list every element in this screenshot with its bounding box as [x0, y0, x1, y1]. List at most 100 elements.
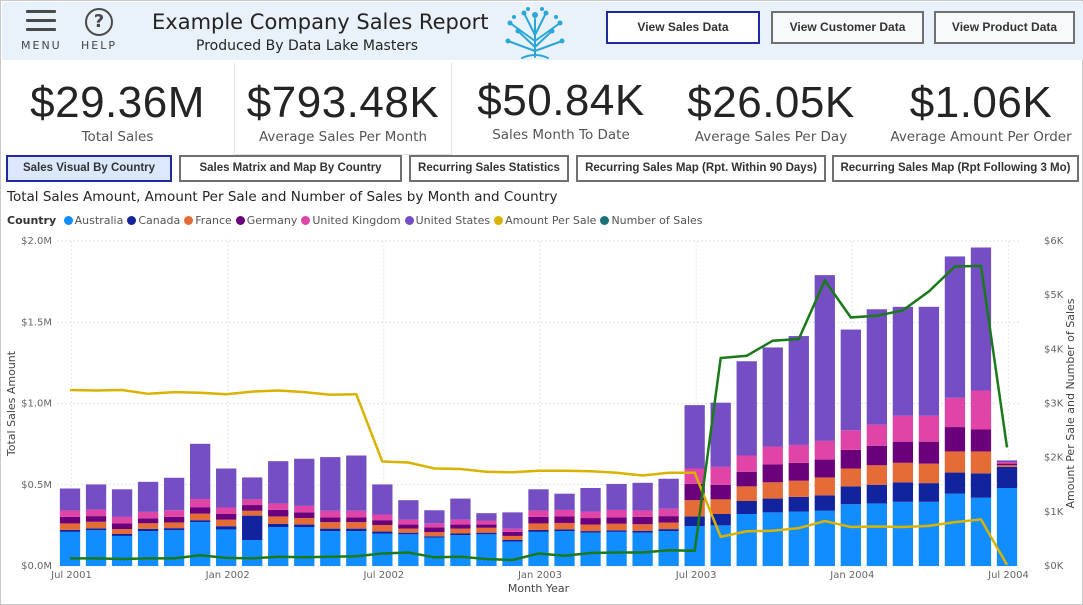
bar-segment[interactable] [372, 484, 393, 515]
bar-segment[interactable] [736, 361, 757, 456]
bar-segment[interactable] [85, 516, 107, 522]
bar-segment[interactable] [111, 516, 133, 524]
bar-segment[interactable] [268, 509, 289, 517]
bar-segment[interactable] [996, 465, 1018, 467]
hamburger-menu-icon[interactable] [26, 10, 56, 36]
tab-recurring-sales-map-3-months[interactable]: Recurring Sales Map (Rpt Following 3 Mo) [832, 155, 1079, 182]
bar-segment[interactable] [710, 484, 731, 500]
bar-segment[interactable] [424, 510, 445, 524]
bar-segment[interactable] [944, 451, 966, 473]
bar-segment[interactable] [294, 512, 315, 519]
legend-item[interactable]: United Kingdom [301, 214, 401, 227]
bar-segment[interactable] [189, 520, 211, 523]
bar-segment[interactable] [632, 482, 653, 511]
bar-segment[interactable] [450, 519, 471, 525]
view-product-data-button[interactable]: View Product Data [934, 11, 1075, 44]
bar-segment[interactable] [85, 484, 107, 510]
bar-segment[interactable] [320, 457, 341, 511]
bar-segment[interactable] [996, 463, 1018, 466]
bar-segment[interactable] [424, 536, 445, 538]
bar-segment[interactable] [242, 540, 263, 566]
bar-segment[interactable] [658, 516, 679, 523]
bar-segment[interactable] [788, 511, 809, 566]
bar-segment[interactable] [294, 527, 315, 566]
bar-segment[interactable] [710, 402, 731, 467]
bar-segment[interactable] [137, 523, 159, 529]
series-line[interactable] [69, 388, 1009, 566]
bar-segment[interactable] [294, 458, 315, 506]
bar-segment[interactable] [892, 306, 914, 416]
bar-segment[interactable] [840, 449, 861, 469]
bar-segment[interactable] [268, 527, 289, 566]
bar-segment[interactable] [658, 531, 679, 566]
bar-segment[interactable] [294, 524, 315, 527]
bar-segment[interactable] [840, 430, 861, 450]
bar-segment[interactable] [632, 516, 653, 525]
legend-item[interactable]: Amount Per Sale [494, 214, 596, 227]
bar-segment[interactable] [892, 462, 914, 483]
bar-segment[interactable] [450, 535, 471, 566]
bar-segment[interactable] [814, 510, 835, 566]
tab-recurring-sales-map-90-days[interactable]: Recurring Sales Map (Rpt. Within 90 Days… [576, 155, 826, 182]
menu-label[interactable]: MENU [21, 39, 62, 52]
bar-segment[interactable] [606, 483, 627, 510]
bar-segment[interactable] [346, 455, 367, 511]
bar-segment[interactable] [137, 518, 159, 524]
bar-segment[interactable] [346, 531, 367, 566]
bar-segment[interactable] [736, 501, 757, 514]
bar-segment[interactable] [866, 484, 888, 504]
legend-item[interactable]: United States [404, 214, 490, 227]
bar-segment[interactable] [216, 519, 237, 527]
bar-segment[interactable] [788, 444, 809, 463]
bar-segment[interactable] [137, 481, 159, 512]
bar-segment[interactable] [320, 522, 341, 529]
bar-segment[interactable] [320, 531, 341, 566]
bar-segment[interactable] [606, 517, 627, 524]
bar-segment[interactable] [788, 496, 809, 512]
bar-segment[interactable] [111, 489, 133, 517]
bar-segment[interactable] [111, 533, 133, 536]
bar-segment[interactable] [736, 486, 757, 501]
bar-segment[interactable] [372, 520, 393, 526]
bar-segment[interactable] [216, 526, 237, 530]
bar-segment[interactable] [294, 518, 315, 525]
bar-segment[interactable] [242, 499, 263, 506]
bar-segment[interactable] [762, 482, 783, 499]
bar-segment[interactable] [814, 440, 835, 460]
view-customer-data-button[interactable]: View Customer Data [771, 11, 924, 44]
bar-segment[interactable] [111, 535, 133, 566]
bar-segment[interactable] [866, 465, 888, 485]
bar-segment[interactable] [320, 510, 341, 518]
tab-recurring-sales-statistics[interactable]: Recurring Sales Statistics [409, 155, 569, 182]
bar-segment[interactable] [710, 499, 731, 514]
bar-segment[interactable] [658, 478, 679, 509]
bar-segment[interactable] [163, 477, 185, 511]
bar-segment[interactable] [814, 477, 835, 496]
bar-segment[interactable] [268, 503, 289, 510]
legend-item[interactable]: Germany [235, 214, 297, 227]
bar-segment[interactable] [580, 518, 601, 525]
bar-segment[interactable] [814, 459, 835, 478]
bar-segment[interactable] [476, 513, 497, 521]
bar-segment[interactable] [450, 524, 471, 529]
bar-segment[interactable] [814, 495, 835, 511]
help-label[interactable]: HELP [81, 39, 117, 52]
bar-segment[interactable] [424, 527, 445, 533]
bar-segment[interactable] [762, 498, 783, 513]
bar-segment[interactable] [502, 531, 523, 536]
bar-segment[interactable] [502, 535, 523, 540]
bar-segment[interactable] [424, 537, 445, 566]
bar-segment[interactable] [242, 510, 263, 516]
bar-segment[interactable] [918, 441, 940, 464]
bar-segment[interactable] [528, 516, 549, 524]
bar-segment[interactable] [398, 519, 419, 525]
bar-segment[interactable] [476, 532, 497, 535]
bar-segment[interactable] [684, 405, 705, 469]
bar-segment[interactable] [85, 521, 107, 529]
bar-segment[interactable] [944, 427, 966, 452]
bar-segment[interactable] [840, 504, 861, 566]
bar-segment[interactable] [189, 522, 211, 566]
bar-segment[interactable] [189, 513, 211, 521]
bar-segment[interactable] [163, 528, 185, 531]
bar-segment[interactable] [554, 516, 575, 523]
